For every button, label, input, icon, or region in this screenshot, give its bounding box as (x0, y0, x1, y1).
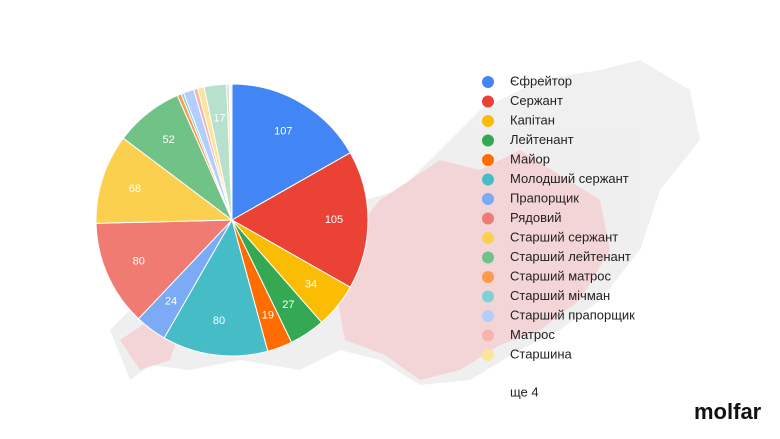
pie: 107 105 34 27 19 80 24 80 68 52 17 (95, 83, 369, 357)
legend-swatch (482, 193, 494, 205)
legend-swatch (482, 95, 494, 108)
legend-label: Старший сержант (510, 229, 618, 244)
legend-swatch (482, 76, 494, 88)
legend-label: Старший прапорщик (510, 307, 635, 322)
legend-label: Старший лейтенант (510, 249, 631, 264)
legend: Єфрейтор Сержант Капітан Лейтенант Майор Моло… (482, 73, 635, 361)
data-label: 80 (133, 255, 145, 267)
legend-label: Сержант (510, 93, 563, 108)
pie-slice (230, 152, 369, 288)
pie-slice (95, 219, 234, 320)
legend-swatch (482, 290, 494, 303)
legend-label: Матрос (510, 327, 555, 342)
legend-swatch (482, 212, 494, 225)
legend-label: Майор (510, 151, 550, 166)
legend-label: Рядовий (510, 210, 562, 225)
legend-swatch (482, 154, 494, 166)
legend-label: Старший мічман (510, 288, 610, 303)
legend-label: Прапорщик (510, 190, 579, 205)
data-label: 105 (325, 214, 343, 226)
legend-label: Єфрейтор (510, 73, 572, 88)
legend-swatch (482, 232, 494, 244)
data-label: 107 (274, 126, 292, 138)
legend-label: Старшина (510, 346, 573, 361)
data-label: 34 (305, 278, 317, 290)
pie-slice (95, 137, 234, 224)
data-label: 52 (163, 134, 175, 146)
data-label: 24 (165, 296, 177, 308)
data-label: 80 (213, 315, 225, 327)
pie-slice (230, 83, 233, 221)
legend-swatch (482, 271, 494, 283)
legend-swatch (482, 329, 494, 342)
data-label: 27 (282, 299, 294, 311)
legend-label: Лейтенант (510, 132, 574, 147)
legend-overflow: ще 4 (510, 384, 539, 399)
legend-label: Молодший сержант (510, 171, 629, 186)
legend-swatch (482, 349, 494, 361)
legend-swatch (482, 173, 494, 186)
legend-label: Капітан (510, 112, 555, 127)
legend-label: Старший матрос (510, 268, 612, 283)
data-label: 19 (262, 309, 274, 321)
pie-slice (231, 83, 351, 221)
data-label: 17 (213, 113, 225, 125)
pie-slice (163, 218, 269, 357)
legend-swatch (482, 310, 494, 322)
legend-swatch (482, 115, 494, 127)
logo: molfar (694, 399, 762, 424)
legend-swatch (482, 134, 494, 147)
data-label: 68 (129, 183, 141, 195)
legend-swatch (482, 251, 494, 264)
